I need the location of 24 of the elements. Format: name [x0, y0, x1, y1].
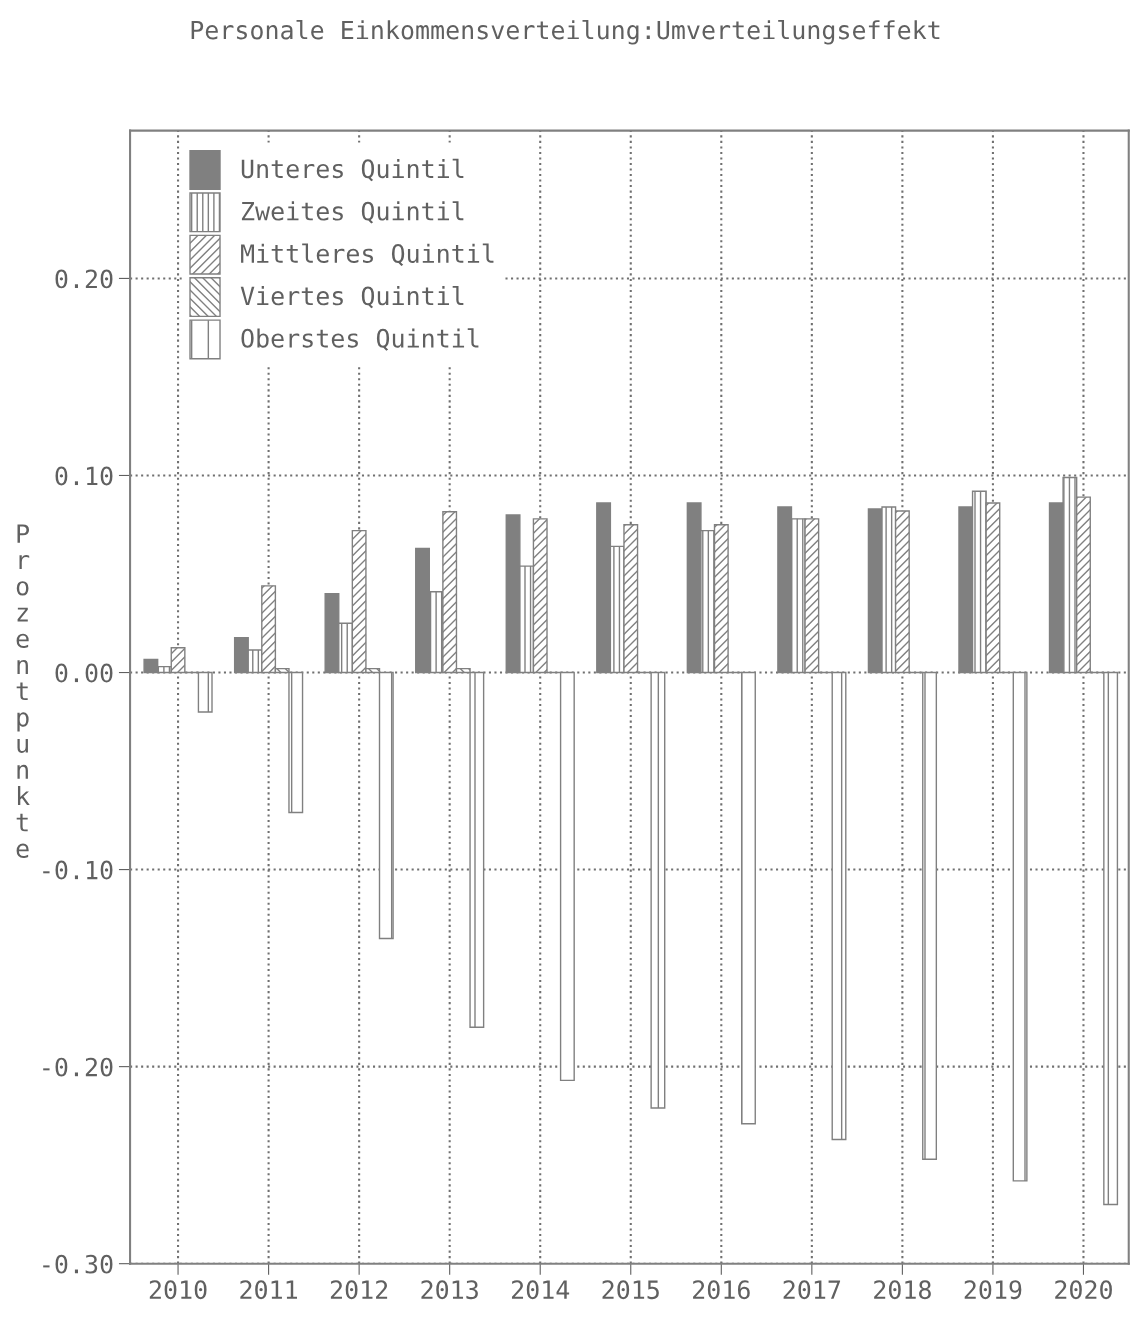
x-tick-label: 2015 [602, 1280, 659, 1300]
x-tick-label: 2013 [421, 1280, 478, 1300]
legend-label: Viertes Quintil [240, 285, 464, 309]
x-tick-label: 2014 [511, 1280, 570, 1300]
legend-label: Zweites Quintil [241, 201, 464, 224]
x-tick-label: 2011 [240, 1280, 297, 1300]
legend-label: Oberstes Quintil [241, 328, 479, 351]
legend-label: Unteres Quintil [241, 158, 464, 182]
y-tick-label: -0.10 [43, 860, 113, 880]
x-tick-label: 2016 [693, 1280, 750, 1300]
y-tick-label: 0.10 [55, 466, 113, 486]
y-tick-label: 0.00 [55, 663, 113, 683]
x-tick-label: 2012 [330, 1280, 388, 1300]
x-tick-label: 2010 [149, 1280, 207, 1300]
y-tick-label: -0.30 [43, 1254, 113, 1274]
x-tick-label: 2019 [964, 1280, 1022, 1300]
y-tick-label: -0.20 [43, 1057, 113, 1077]
x-tick-label: 2017 [783, 1280, 841, 1300]
y-tick-label: 0.20 [55, 269, 113, 289]
chart-title: Personale Einkommensverteilung:Umverteilungseffekt [191, 19, 940, 45]
x-tick-label: 2020 [1055, 1280, 1112, 1300]
text: Prozentpunkte [16, 524, 30, 858]
x-tick-label: 2018 [874, 1280, 931, 1300]
legend-label: Mittleres Quintil [241, 243, 494, 266]
